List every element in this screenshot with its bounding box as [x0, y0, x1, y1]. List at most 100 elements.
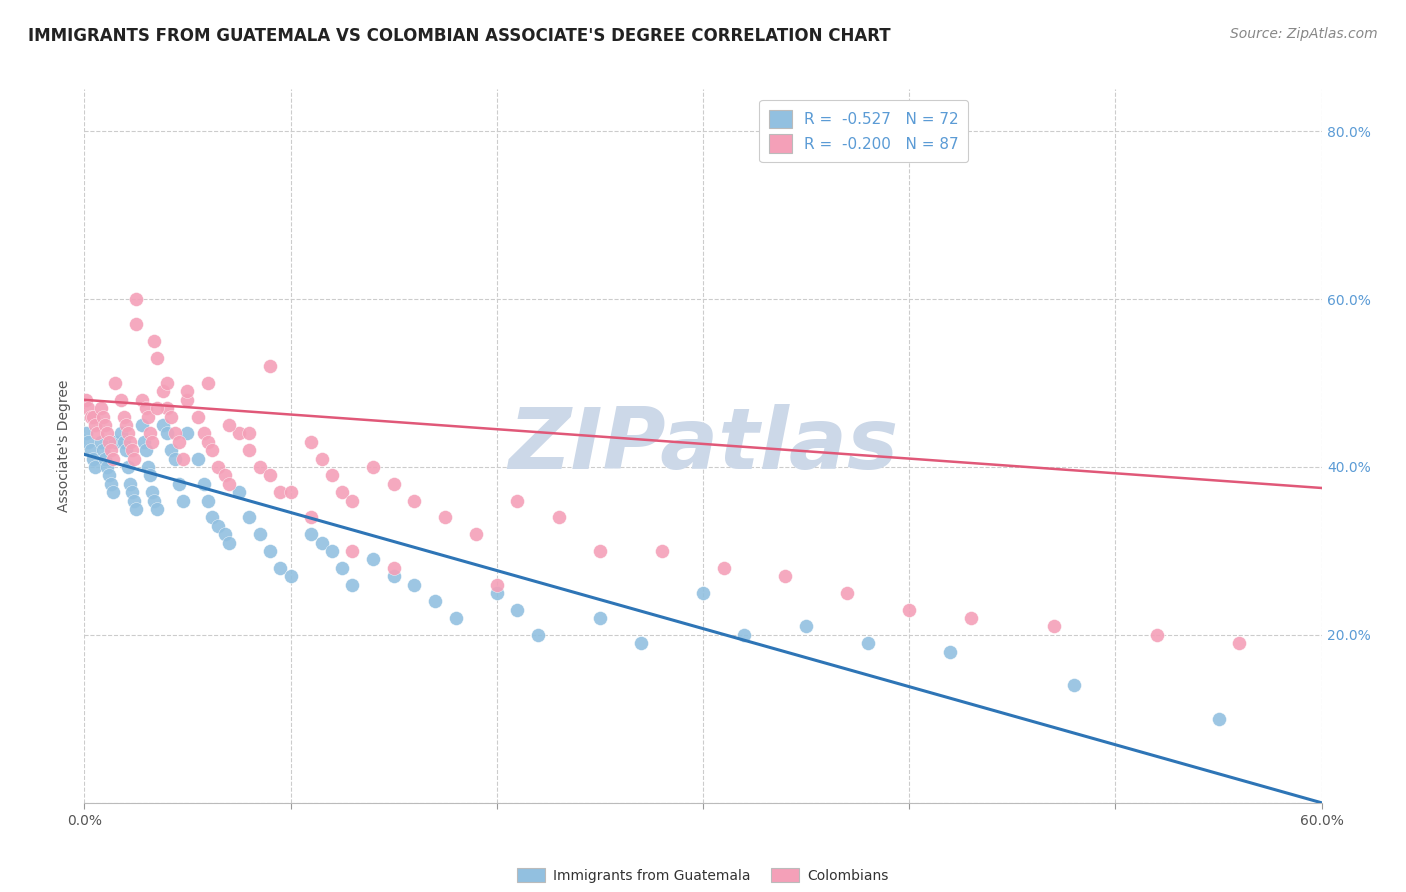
Point	[156, 426, 179, 441]
Point	[361, 552, 384, 566]
Point	[238, 443, 260, 458]
Point	[187, 409, 209, 424]
Point	[176, 384, 198, 399]
Text: Source: ZipAtlas.com: Source: ZipAtlas.com	[1230, 27, 1378, 41]
Point	[299, 434, 322, 449]
Point	[94, 417, 117, 432]
Legend: Immigrants from Guatemala, Colombians: Immigrants from Guatemala, Colombians	[512, 863, 894, 888]
Point	[589, 544, 612, 558]
Point	[125, 292, 148, 306]
Point	[96, 460, 118, 475]
Point	[131, 392, 153, 407]
Point	[96, 426, 118, 441]
Point	[311, 451, 333, 466]
Point	[143, 334, 166, 348]
Point	[83, 460, 105, 475]
Point	[77, 401, 100, 416]
Point	[165, 451, 187, 466]
Point	[165, 426, 187, 441]
Point	[160, 409, 183, 424]
Point	[90, 434, 112, 449]
Point	[382, 569, 405, 583]
Point	[193, 476, 215, 491]
Point	[104, 434, 127, 449]
Point	[269, 485, 291, 500]
Point	[207, 518, 229, 533]
Point	[112, 409, 135, 424]
Point	[1146, 628, 1168, 642]
Point	[218, 535, 240, 549]
Point	[311, 535, 333, 549]
Point	[651, 544, 673, 558]
Point	[135, 443, 157, 458]
Point	[794, 619, 817, 633]
Point	[91, 443, 114, 458]
Point	[141, 434, 163, 449]
Point	[125, 318, 148, 332]
Point	[156, 376, 179, 390]
Point	[330, 560, 353, 574]
Point	[342, 493, 364, 508]
Point	[589, 611, 612, 625]
Point	[118, 476, 141, 491]
Point	[100, 476, 122, 491]
Point	[172, 451, 194, 466]
Point	[79, 409, 101, 424]
Point	[176, 426, 198, 441]
Point	[122, 493, 145, 508]
Point	[1227, 636, 1250, 650]
Point	[121, 443, 143, 458]
Point	[122, 451, 145, 466]
Point	[547, 510, 569, 524]
Y-axis label: Associate's Degree: Associate's Degree	[58, 380, 72, 512]
Point	[218, 476, 240, 491]
Point	[86, 426, 108, 441]
Point	[280, 569, 302, 583]
Point	[321, 468, 343, 483]
Point	[167, 434, 190, 449]
Point	[269, 560, 291, 574]
Point	[692, 586, 714, 600]
Point	[193, 426, 215, 441]
Point	[94, 451, 117, 466]
Point	[249, 527, 271, 541]
Point	[197, 493, 219, 508]
Point	[856, 636, 879, 650]
Point	[214, 527, 236, 541]
Point	[898, 603, 921, 617]
Point	[214, 468, 236, 483]
Point	[103, 485, 125, 500]
Point	[238, 510, 260, 524]
Point	[156, 401, 179, 416]
Point	[136, 409, 159, 424]
Point	[330, 485, 353, 500]
Point	[167, 476, 190, 491]
Point	[775, 569, 797, 583]
Point	[83, 417, 105, 432]
Point	[280, 485, 302, 500]
Point	[1208, 712, 1230, 726]
Point	[103, 451, 125, 466]
Point	[75, 392, 97, 407]
Point	[79, 443, 101, 458]
Point	[506, 603, 529, 617]
Point	[837, 586, 859, 600]
Point	[939, 645, 962, 659]
Point	[98, 468, 121, 483]
Point	[228, 426, 250, 441]
Point	[342, 577, 364, 591]
Point	[131, 417, 153, 432]
Point	[143, 493, 166, 508]
Point	[139, 468, 162, 483]
Point	[118, 434, 141, 449]
Point	[382, 560, 405, 574]
Point	[82, 451, 104, 466]
Point	[110, 392, 132, 407]
Point	[104, 376, 127, 390]
Point	[1063, 678, 1085, 692]
Point	[139, 426, 162, 441]
Point	[114, 443, 136, 458]
Point	[114, 417, 136, 432]
Point	[733, 628, 755, 642]
Point	[100, 443, 122, 458]
